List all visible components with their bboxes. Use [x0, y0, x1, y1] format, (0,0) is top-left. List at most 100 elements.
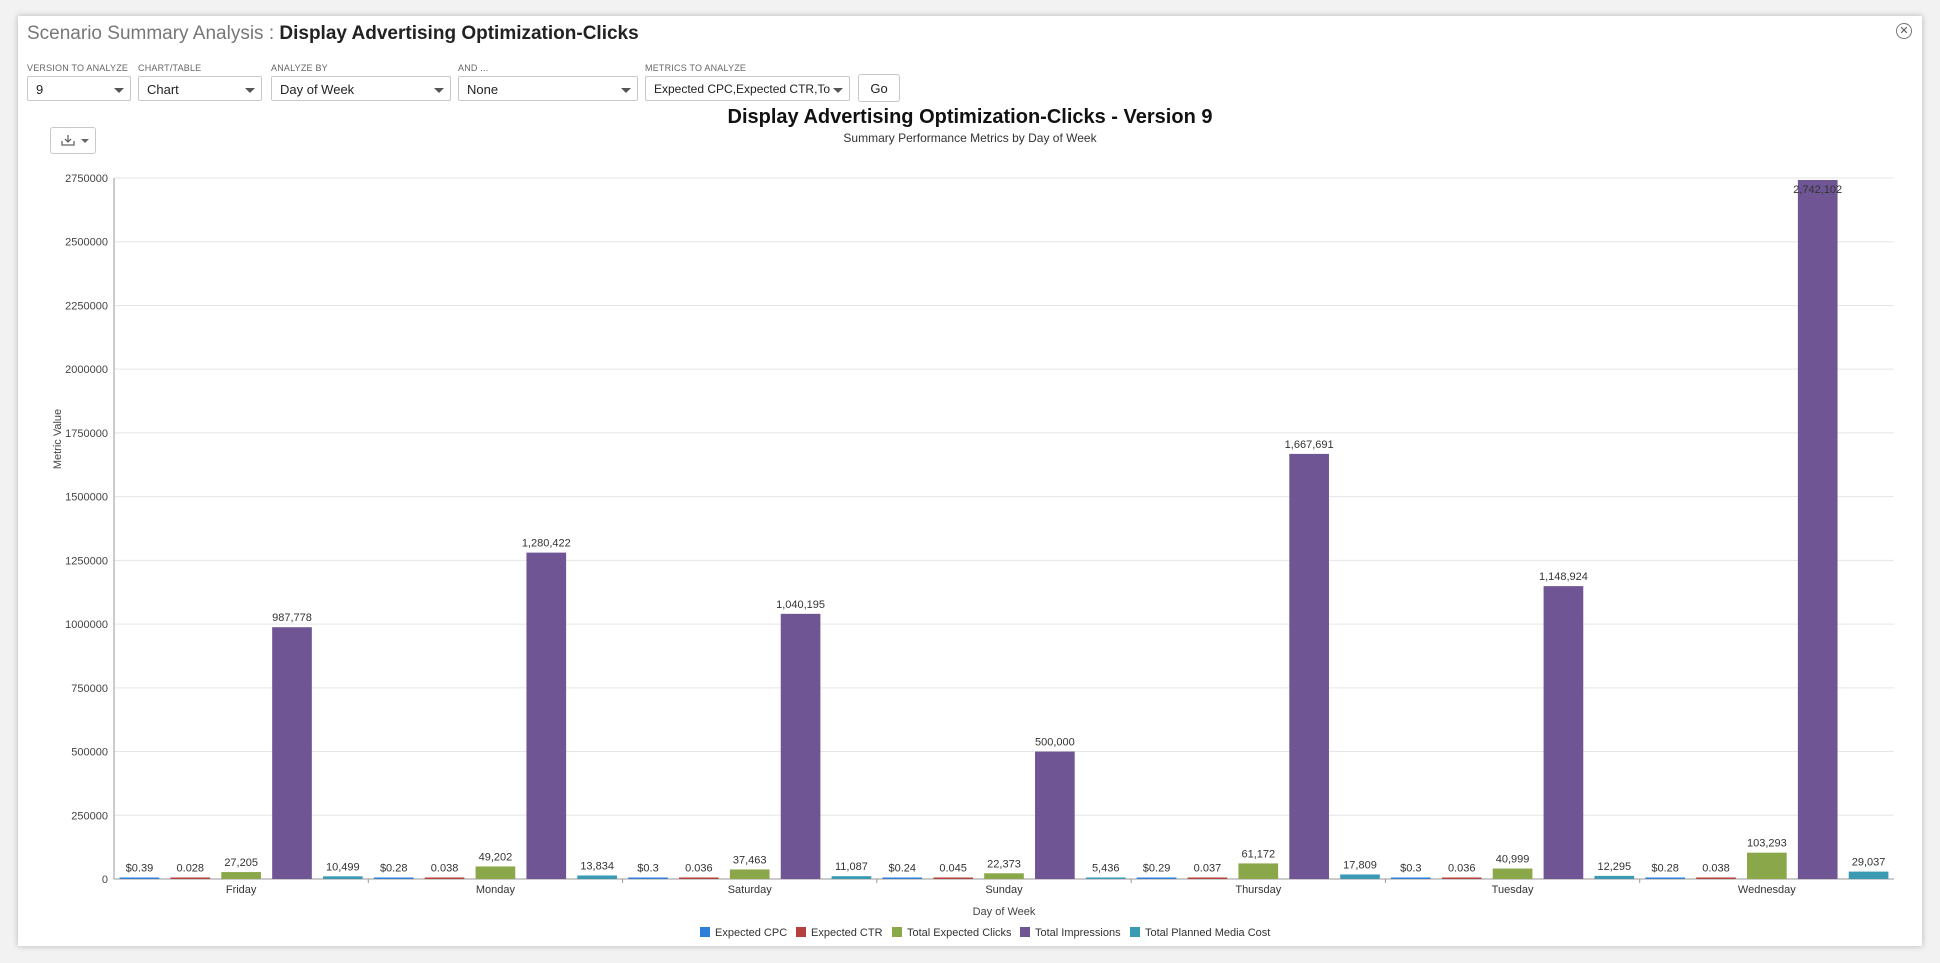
- y-tick-label: 500000: [71, 747, 108, 759]
- bar[interactable]: [1136, 877, 1177, 880]
- chevron-down-icon: [245, 88, 255, 93]
- bar[interactable]: [1441, 877, 1482, 880]
- bar[interactable]: [272, 627, 312, 879]
- bar[interactable]: [1645, 877, 1685, 880]
- go-button[interactable]: Go: [858, 74, 900, 102]
- data-label: 1,280,422: [522, 538, 571, 550]
- version-label: VERSION TO ANALYZE: [27, 63, 129, 73]
- bar[interactable]: [1696, 877, 1736, 880]
- legend-item-label[interactable]: Expected CTR: [811, 927, 883, 939]
- bar[interactable]: [221, 872, 261, 879]
- bar[interactable]: [1797, 180, 1838, 879]
- x-tick-label: Friday: [226, 884, 257, 896]
- data-label: 987,778: [272, 612, 312, 624]
- bars: [119, 180, 1889, 880]
- and-value: None: [467, 82, 499, 97]
- y-tick-label: 2000000: [65, 364, 108, 376]
- bar[interactable]: [628, 877, 668, 880]
- bar[interactable]: [526, 552, 567, 879]
- bar[interactable]: [373, 877, 414, 880]
- x-tick-label: Tuesday: [1492, 884, 1534, 896]
- bar[interactable]: [729, 869, 770, 879]
- bar[interactable]: [1187, 877, 1228, 880]
- data-label: 0.045: [939, 863, 967, 875]
- data-label: 1,667,691: [1285, 439, 1334, 451]
- data-label: 5,436: [1092, 863, 1120, 875]
- y-axis-ticks: 0 250000 500000 750000 1000000 1250000 1500000…: [65, 173, 108, 886]
- bar[interactable]: [1085, 877, 1126, 880]
- data-label: 11,087: [835, 861, 868, 873]
- bar[interactable]: [984, 873, 1024, 879]
- chart-table-label: CHART/TABLE: [138, 63, 202, 73]
- data-label: 0.038: [1702, 863, 1730, 875]
- data-label: 17,809: [1343, 859, 1377, 871]
- bar[interactable]: [1391, 877, 1431, 880]
- bar[interactable]: [424, 877, 465, 880]
- close-icon[interactable]: ✕: [1896, 23, 1912, 39]
- bar[interactable]: [1848, 871, 1889, 879]
- and-control: AND ... None: [458, 63, 638, 101]
- and-select[interactable]: None: [458, 76, 638, 101]
- y-tick-label: 2750000: [65, 173, 108, 185]
- metrics-label: METRICS TO ANALYZE: [645, 63, 747, 73]
- data-label: 0.036: [685, 863, 713, 875]
- bar[interactable]: [1543, 586, 1584, 879]
- x-axis-ticks: Friday Monday Saturday Sunday Thursday Tuesda…: [226, 879, 1796, 896]
- bar[interactable]: [1289, 453, 1329, 879]
- y-tick-label: 1750000: [65, 428, 108, 440]
- metrics-value: Expected CPC,Expected CTR,To: [654, 82, 831, 96]
- bar-chart: Display Advertising Optimization-Clicks …: [52, 106, 1894, 939]
- bar[interactable]: [475, 866, 516, 879]
- bar[interactable]: [1594, 875, 1635, 879]
- bar[interactable]: [831, 876, 872, 879]
- chart-title: Display Advertising Optimization-Clicks …: [728, 106, 1213, 128]
- data-labels: $0.39 0.028 27,205 987,778 10,499 $0.28 0.038 4…: [126, 184, 1886, 874]
- y-tick-label: 2500000: [65, 237, 108, 249]
- download-menu-button[interactable]: [50, 127, 96, 154]
- y-tick-label: 0: [102, 874, 108, 886]
- legend-item-label[interactable]: Expected CPC: [715, 927, 787, 939]
- bar[interactable]: [1747, 852, 1787, 879]
- bar[interactable]: [933, 877, 973, 880]
- data-label: 12,295: [1597, 861, 1631, 873]
- chart-table-control: CHART/TABLE Chart: [138, 63, 262, 101]
- data-label: $0.3: [1400, 863, 1421, 875]
- data-label: 500,000: [1035, 737, 1075, 749]
- bar[interactable]: [577, 875, 617, 879]
- bar[interactable]: [679, 877, 719, 880]
- analyze-by-select[interactable]: Day of Week: [271, 76, 451, 101]
- bar[interactable]: [170, 877, 211, 880]
- bar[interactable]: [1035, 751, 1075, 879]
- chevron-down-icon: [833, 88, 843, 93]
- and-label: AND ...: [458, 63, 489, 73]
- bar[interactable]: [323, 876, 363, 879]
- y-tick-label: 1500000: [65, 492, 108, 504]
- data-label: $0.28: [1651, 863, 1679, 875]
- bar[interactable]: [1238, 863, 1279, 879]
- bar[interactable]: [882, 877, 923, 880]
- page-title-prefix: Scenario Summary Analysis :: [27, 23, 280, 44]
- legend-item-label[interactable]: Total Impressions: [1035, 927, 1121, 939]
- legend-item-label[interactable]: Total Expected Clicks: [907, 927, 1012, 939]
- chevron-down-icon: [621, 88, 631, 93]
- analyze-by-control: ANALYZE BY Day of Week: [271, 63, 451, 101]
- bar[interactable]: [119, 877, 160, 880]
- version-value: 9: [36, 82, 44, 97]
- bar[interactable]: [780, 613, 821, 879]
- version-select[interactable]: 9: [27, 76, 131, 101]
- x-tick-label: Monday: [476, 884, 516, 896]
- data-label: 0.038: [431, 863, 459, 875]
- data-label: 10,499: [326, 861, 360, 873]
- bar[interactable]: [1340, 874, 1380, 879]
- legend-swatch: [1020, 927, 1030, 937]
- metrics-select[interactable]: Expected CPC,Expected CTR,To: [645, 76, 850, 101]
- data-label: 61,172: [1241, 848, 1275, 860]
- chart-table-select[interactable]: Chart: [138, 76, 262, 101]
- data-label: 40,999: [1496, 854, 1530, 866]
- bar[interactable]: [1492, 868, 1533, 879]
- x-tick-label: Thursday: [1235, 884, 1281, 896]
- data-label: 37,463: [733, 854, 767, 866]
- legend-item-label[interactable]: Total Planned Media Cost: [1145, 927, 1270, 939]
- x-tick-label: Wednesday: [1738, 884, 1796, 896]
- page-title-main: Display Advertising Optimization-Clicks: [279, 23, 639, 44]
